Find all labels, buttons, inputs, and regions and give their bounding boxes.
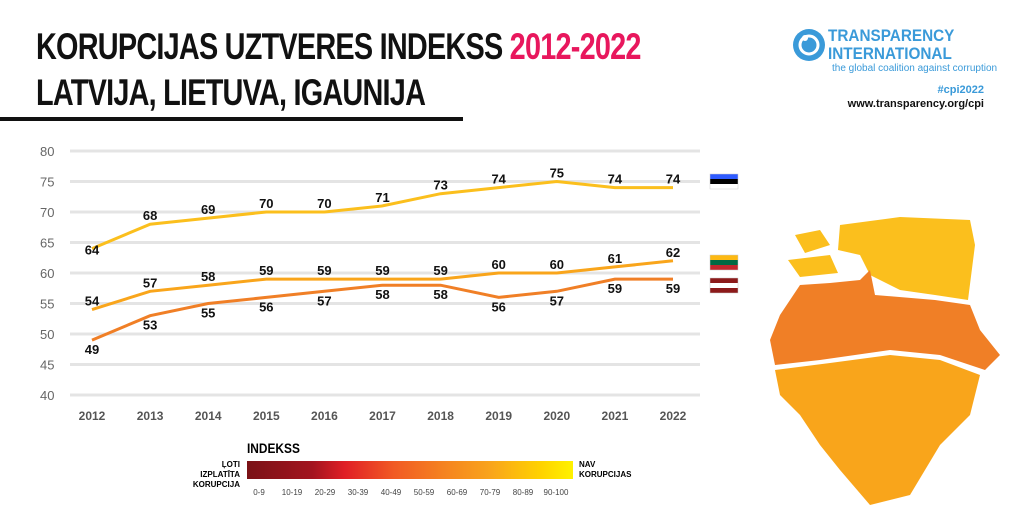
data-label: 62: [666, 245, 680, 260]
flag-estonia: [709, 173, 739, 190]
data-label: 54: [85, 294, 100, 309]
y-tick-label: 65: [40, 236, 54, 251]
flag-estonia-stripe: [710, 179, 738, 184]
data-label: 49: [85, 342, 99, 357]
data-label: 57: [550, 293, 564, 308]
flag-latvia-stripe: [710, 283, 738, 288]
legend-range-label: 70-79: [479, 488, 501, 497]
data-label: 59: [433, 263, 447, 278]
data-label: 57: [143, 275, 157, 290]
x-tick-label: 2021: [602, 409, 629, 423]
data-label: 74: [608, 172, 623, 187]
data-label: 53: [143, 318, 157, 333]
legend-range-label: 20-29: [314, 488, 336, 497]
legend-range-label: 40-49: [380, 488, 402, 497]
flag-latvia-stripe: [710, 278, 738, 283]
ti-logo-icon: [793, 29, 825, 61]
data-label: 70: [317, 196, 331, 211]
logo-line-1: TRANSPARENCY: [828, 26, 955, 45]
data-label: 61: [608, 251, 622, 266]
flag-lithuania-stripe: [710, 265, 738, 270]
title-line-2: LATVIJA, LIETUVA, IGAUNIJA: [36, 72, 426, 113]
data-label: 70: [259, 196, 273, 211]
title-underline: [0, 117, 463, 121]
legend-range-label: 30-39: [347, 488, 369, 497]
data-label: 57: [317, 293, 331, 308]
x-tick-label: 2022: [660, 409, 687, 423]
x-tick-label: 2017: [369, 409, 396, 423]
flag-estonia-stripe: [710, 174, 738, 179]
data-label: 58: [433, 287, 447, 302]
flag-lithuania: [709, 254, 739, 271]
flag-lithuania-stripe: [710, 260, 738, 265]
x-tick-label: 2013: [137, 409, 164, 423]
y-tick-label: 40: [40, 388, 54, 403]
x-tick-label: 2015: [253, 409, 280, 423]
x-tick-label: 2012: [79, 409, 106, 423]
series-line-latvia: [91, 277, 673, 342]
legend-range-label: 80-89: [512, 488, 534, 497]
flag-estonia-stripe: [710, 184, 738, 189]
y-tick-label: 70: [40, 205, 54, 220]
hashtag: #cpi2022: [937, 84, 984, 96]
legend-title: INDEKSS: [247, 440, 300, 456]
data-label: 56: [259, 299, 273, 314]
x-tick-label: 2019: [485, 409, 512, 423]
y-tick-label: 75: [40, 175, 54, 190]
data-label: 60: [550, 257, 564, 272]
data-label: 64: [85, 243, 100, 258]
y-tick-label: 50: [40, 327, 54, 342]
series-line-estonia: [91, 179, 673, 250]
data-label: 58: [375, 287, 389, 302]
map-estonia: [788, 217, 975, 300]
legend-range-label: 60-69: [446, 488, 468, 497]
data-label: 59: [317, 263, 331, 278]
map-lithuania: [775, 355, 980, 505]
series-line-lithuania: [91, 259, 674, 312]
y-tick-label: 80: [40, 144, 54, 159]
data-label: 69: [201, 202, 215, 217]
data-label: 55: [201, 306, 215, 321]
y-tick-label: 45: [40, 358, 54, 373]
legend-range-label: 0-9: [253, 488, 265, 497]
legend-color-scale: [247, 461, 573, 479]
data-label: 59: [666, 281, 680, 296]
legend-range-label: 90-100: [543, 488, 569, 497]
map-latvia: [770, 270, 1000, 370]
flag-lithuania-stripe: [710, 255, 738, 260]
title-line-1: KORUPCIJAS UZTVERES INDEKSS 2012-2022: [36, 26, 642, 67]
x-tick-label: 2016: [311, 409, 338, 423]
x-tick-label: 2020: [543, 409, 570, 423]
data-label: 73: [433, 178, 447, 193]
line-chart: 40 45 50 55 60 65 70 75 80 2012 2013 2014 2015 2016 20…: [40, 144, 739, 423]
data-label: 59: [375, 263, 389, 278]
url[interactable]: www.transparency.org/cpi: [847, 98, 984, 110]
x-tick-label: 2018: [427, 409, 454, 423]
data-label: 71: [375, 190, 389, 205]
y-tick-label: 55: [40, 297, 54, 312]
logo-tagline: the global coalition against corruption: [832, 63, 998, 74]
data-label: 74: [666, 172, 681, 187]
baltic-map: [770, 217, 1000, 505]
data-label: 56: [491, 299, 505, 314]
flag-latvia: [709, 277, 739, 294]
legend-left-label: ĻOTI IZPLATĪTA KORUPCIJA: [192, 460, 240, 489]
legend-range-label: 50-59: [413, 488, 435, 497]
data-label: 59: [608, 281, 622, 296]
legend-range-label: 10-19: [281, 488, 303, 497]
data-label: 58: [201, 269, 215, 284]
data-label: 60: [491, 257, 505, 272]
flag-latvia-stripe: [710, 288, 738, 293]
legend-right-label: NAV KORUPCIJAS: [579, 460, 632, 479]
x-tick-label: 2014: [195, 409, 222, 423]
y-tick-label: 60: [40, 266, 54, 281]
logo-line-2: INTERNATIONAL: [828, 44, 952, 63]
data-label: 75: [550, 166, 564, 181]
title-years: 2012-2022: [509, 26, 642, 67]
data-label: 59: [259, 263, 273, 278]
data-label: 68: [143, 208, 157, 223]
data-label: 74: [491, 172, 506, 187]
